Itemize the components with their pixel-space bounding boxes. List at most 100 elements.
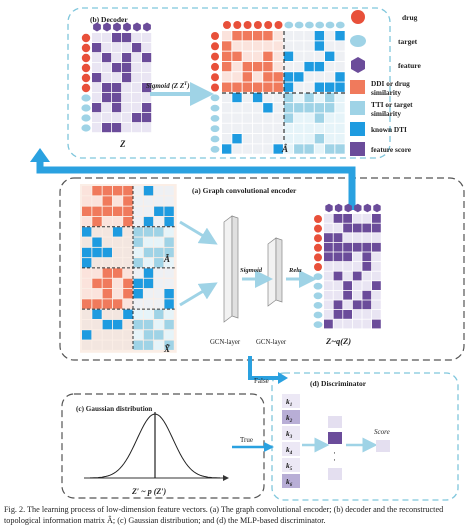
z-cell bbox=[324, 252, 333, 262]
input-cell bbox=[112, 309, 123, 319]
a-hat-cell bbox=[304, 31, 314, 41]
z-cell bbox=[343, 310, 352, 319]
legend-target-label: target bbox=[398, 37, 418, 46]
decoder-title: (b) Decoder bbox=[90, 15, 128, 24]
input-cell bbox=[112, 330, 123, 340]
input-cell bbox=[164, 216, 174, 227]
gaussian-title: (c) Gaussian distribution bbox=[76, 405, 152, 413]
decoder-z-matrix bbox=[81, 22, 152, 133]
z-cell bbox=[372, 252, 381, 262]
input-cell bbox=[92, 247, 102, 258]
a-hat-cell bbox=[273, 51, 283, 61]
a-hat-cell bbox=[273, 113, 283, 123]
input-cell bbox=[143, 340, 154, 350]
a-hat-cell bbox=[252, 113, 263, 123]
a-hat-cell bbox=[273, 134, 283, 144]
z-cell bbox=[92, 93, 102, 103]
a-hat-cell bbox=[294, 82, 304, 92]
input-cell bbox=[123, 258, 133, 268]
z-cell bbox=[372, 223, 381, 233]
feature-hex-icon bbox=[143, 22, 151, 32]
input-cell bbox=[92, 278, 102, 289]
a-hat-cell bbox=[222, 72, 232, 82]
encoder-z-matrix bbox=[313, 203, 381, 329]
decoder-sigmoid-label: Sigmoid (Z ZT) bbox=[146, 82, 190, 90]
a-hat-cell bbox=[242, 41, 252, 51]
input-cell bbox=[112, 340, 123, 350]
a-hat-cell bbox=[252, 92, 263, 103]
input-cell bbox=[82, 247, 92, 258]
target-node-icon bbox=[313, 273, 323, 280]
input-cell bbox=[123, 299, 133, 309]
z-cell bbox=[343, 290, 352, 300]
input-cell bbox=[154, 268, 164, 278]
input-cell bbox=[92, 340, 102, 350]
input-cell bbox=[143, 237, 154, 247]
z-cell bbox=[102, 43, 112, 53]
legend-ddi-swatch bbox=[350, 80, 365, 94]
a-hat-cell bbox=[232, 41, 242, 51]
a-hat-cell bbox=[232, 31, 242, 41]
a-hat-cell bbox=[263, 92, 273, 103]
target-node-icon bbox=[305, 21, 314, 29]
z-cell bbox=[372, 262, 381, 271]
input-cell bbox=[133, 196, 143, 206]
a-hat-cell bbox=[314, 31, 325, 41]
drug-node-icon bbox=[253, 21, 262, 29]
input-cell bbox=[154, 330, 164, 340]
a-hat-cell bbox=[294, 61, 304, 72]
a-hat-cell bbox=[304, 123, 314, 134]
a-hat-cell bbox=[325, 134, 335, 144]
a-hat-cell bbox=[273, 31, 283, 41]
k-cell bbox=[282, 474, 300, 488]
input-cell bbox=[82, 206, 92, 216]
a-hat-cell bbox=[263, 82, 273, 92]
k-label: k4 bbox=[286, 445, 293, 456]
target-node-icon bbox=[315, 21, 325, 29]
z-cell bbox=[362, 262, 372, 271]
true-arrowhead bbox=[264, 442, 274, 452]
drug-node-icon bbox=[211, 32, 219, 40]
a-hat-cell bbox=[335, 134, 345, 144]
a-hat-cell bbox=[304, 92, 314, 103]
input-cell bbox=[82, 278, 92, 289]
a-hat-cell bbox=[242, 92, 252, 103]
a-hat-cell bbox=[283, 82, 294, 92]
a-hat-cell bbox=[283, 51, 294, 61]
z-cell bbox=[372, 233, 381, 242]
z-cell bbox=[333, 300, 343, 310]
a-hat-cell bbox=[263, 123, 273, 134]
z-cell bbox=[333, 223, 343, 233]
a-hat-cell bbox=[222, 92, 232, 103]
false-arrowhead bbox=[278, 372, 288, 384]
legend-known-dti-swatch bbox=[350, 122, 365, 136]
a-hat-cell bbox=[222, 113, 232, 123]
false-label: False bbox=[254, 377, 269, 385]
drug-node-icon bbox=[314, 224, 322, 233]
z-cell bbox=[324, 290, 333, 300]
z-cell bbox=[102, 83, 112, 93]
a-tilde-arrow bbox=[179, 220, 218, 245]
z-cell bbox=[352, 290, 362, 300]
target-node-icon bbox=[81, 114, 91, 122]
z-cell bbox=[132, 123, 142, 133]
drug-node-icon bbox=[211, 42, 219, 51]
a-hat-cell bbox=[252, 61, 263, 72]
z-cell bbox=[324, 223, 333, 233]
input-cell bbox=[143, 258, 154, 268]
target-node-icon bbox=[210, 145, 220, 153]
a-hat-cell bbox=[263, 144, 273, 154]
input-cell bbox=[164, 289, 174, 299]
input-cell bbox=[133, 186, 143, 196]
z-cell bbox=[132, 113, 142, 123]
input-cell bbox=[154, 340, 164, 350]
legend-drug-swatch bbox=[351, 10, 365, 24]
a-hat-cell bbox=[294, 92, 304, 103]
input-cell bbox=[154, 278, 164, 289]
a-hat-cell bbox=[304, 113, 314, 123]
a-hat-cell bbox=[283, 144, 294, 154]
input-cell bbox=[102, 289, 112, 299]
z-cell bbox=[112, 63, 122, 73]
input-cell bbox=[82, 340, 92, 350]
z-cell bbox=[362, 281, 372, 290]
